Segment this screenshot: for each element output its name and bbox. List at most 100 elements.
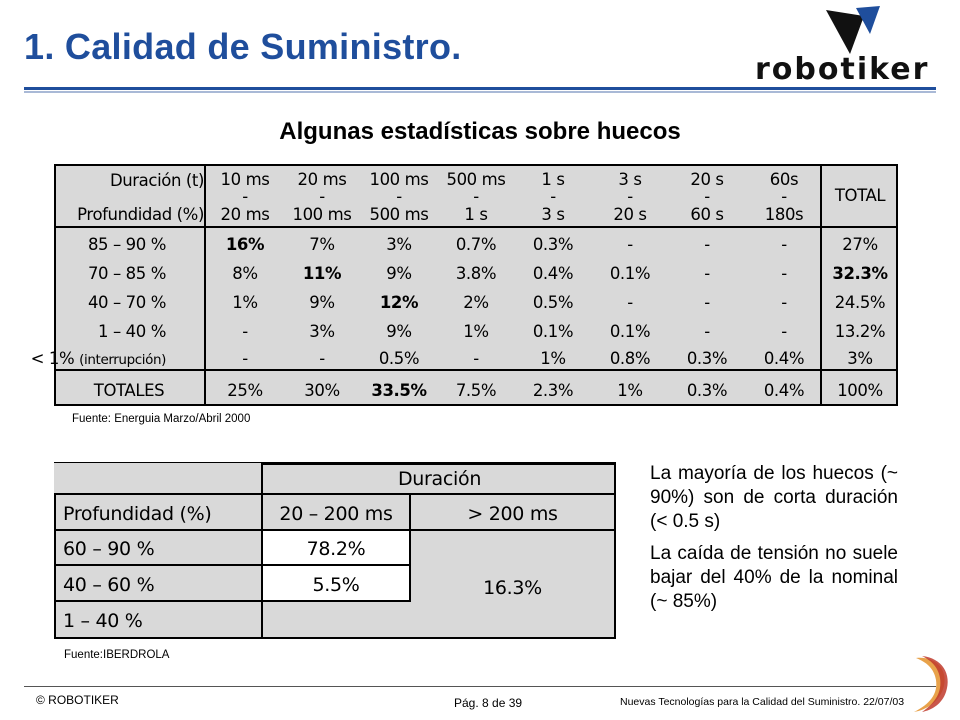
- note-paragraph: La mayoría de los huecos (~ 90%) son de …: [650, 463, 898, 532]
- table-divider: [54, 226, 898, 228]
- table-border: [614, 463, 616, 639]
- table-cell: 0.5%: [532, 293, 574, 312]
- row-label: 70 – 85 %: [87, 264, 166, 283]
- note-paragraph: La caída de tensión no suele bajar del 4…: [650, 543, 898, 612]
- table-cell: 1%: [540, 349, 566, 368]
- table-cell: 9%: [386, 322, 412, 341]
- col-sep: -: [704, 187, 710, 206]
- row-label: 1 – 40 %: [63, 610, 143, 632]
- totals-cell: 0.3%: [686, 381, 728, 400]
- table-divider: [54, 529, 616, 531]
- col-sep: -: [550, 187, 556, 206]
- table-cell: 1%: [463, 322, 489, 341]
- summary-table: Duración Profundidad (%) 20 – 200 ms > 2…: [54, 462, 616, 639]
- col-from: 500 ms: [446, 170, 506, 189]
- col-to: 1 s: [464, 205, 488, 224]
- table-cell: 3%: [309, 322, 335, 341]
- table-cell: 0.3%: [532, 235, 574, 254]
- table-cell: 9%: [309, 293, 335, 312]
- col-to: 20 s: [613, 205, 647, 224]
- col-to: 180s: [764, 205, 804, 224]
- table-cell: 3%: [386, 235, 412, 254]
- table-cell: 0.8%: [609, 349, 651, 368]
- robotiker-logo-icon: [826, 6, 880, 54]
- table-border: [54, 164, 898, 166]
- table-cell: 0.7%: [455, 235, 497, 254]
- section-subtitle: Algunas estadísticas sobre huecos: [279, 118, 681, 145]
- table-divider: [54, 564, 411, 566]
- row-label: < 1% (interrupción): [30, 349, 167, 368]
- table-border: [261, 463, 616, 465]
- table-cell: 9%: [386, 264, 412, 283]
- footer-title-date: Nuevas Tecnologías para la Calidad del S…: [620, 696, 905, 708]
- row-total: 13.2%: [834, 322, 886, 341]
- depth-header: Profundidad (%): [63, 503, 212, 525]
- table-cell: 2%: [463, 293, 489, 312]
- table-cell: 0.1%: [532, 322, 574, 341]
- table-cell: -: [781, 264, 787, 283]
- table-cell: -: [242, 349, 248, 368]
- table-divider: [54, 369, 898, 371]
- row-label-main: < 1%: [30, 349, 75, 368]
- table-cell: 1%: [232, 293, 258, 312]
- col-from: 20 s: [690, 170, 724, 189]
- duration-header: Duración: [397, 468, 482, 490]
- row-label: 60 – 90 %: [63, 538, 155, 560]
- footer-copyright: © ROBOTIKER: [36, 693, 119, 707]
- table-cell: 0.5%: [378, 349, 420, 368]
- row-total: 3%: [847, 349, 873, 368]
- col-sep: -: [242, 187, 248, 206]
- table-cell: 11%: [302, 264, 342, 283]
- table-cell: 78.2%: [306, 538, 366, 560]
- col-from: 20 ms: [297, 170, 347, 189]
- merged-cell: 16.3%: [483, 577, 542, 599]
- table-cell: 0.3%: [686, 349, 728, 368]
- table-border: [54, 164, 56, 406]
- row-label: 40 – 60 %: [63, 574, 155, 596]
- table-cell: -: [627, 293, 633, 312]
- footer-divider: [24, 686, 936, 687]
- table-border: [896, 164, 898, 406]
- table-cell: -: [704, 293, 710, 312]
- row-label: 85 – 90 %: [87, 235, 166, 254]
- highlight-cell: [262, 565, 409, 600]
- table-cell: 12%: [379, 293, 419, 312]
- table-cell: 16%: [225, 235, 265, 254]
- table-divider: [820, 164, 822, 406]
- title-underline: [24, 87, 936, 90]
- totals-label: TOTALES: [93, 381, 165, 400]
- totals-cell: 1%: [617, 381, 643, 400]
- col-sep: -: [396, 187, 402, 206]
- table-border: [54, 493, 56, 639]
- depth-header: Profundidad (%): [77, 205, 204, 224]
- totals-cell: 30%: [304, 381, 340, 400]
- col-from: 1 s: [541, 170, 565, 189]
- logo-text: robotiker: [755, 52, 930, 87]
- table-border: [54, 637, 616, 639]
- table-cell: 7%: [309, 235, 335, 254]
- col-to: 100 ms: [292, 205, 352, 224]
- totals-cell: 33.5%: [371, 381, 427, 400]
- table-border: [54, 404, 898, 406]
- totals-cell: 25%: [227, 381, 263, 400]
- col-sep: -: [319, 187, 325, 206]
- row-label-note: (interrupción): [79, 352, 166, 368]
- table-cell: -: [781, 293, 787, 312]
- table-cell: 0.4%: [532, 264, 574, 283]
- table-cell: 3.8%: [455, 264, 497, 283]
- table-divider: [409, 493, 411, 602]
- col-from: 3 s: [618, 170, 642, 189]
- page-number: Pág. 8 de 39: [454, 696, 523, 710]
- row-total: 24.5%: [834, 293, 886, 312]
- short-duration-header: 20 – 200 ms: [279, 503, 393, 525]
- col-sep: -: [473, 187, 479, 206]
- table-divider: [54, 600, 411, 602]
- col-from: 100 ms: [369, 170, 429, 189]
- table-cell: 0.1%: [609, 264, 651, 283]
- row-total: 32.3%: [832, 264, 888, 283]
- col-to: 20 ms: [220, 205, 270, 224]
- col-to: 3 s: [541, 205, 565, 224]
- col-from: 10 ms: [220, 170, 270, 189]
- notes-panel: La mayoría de los huecos (~ 90%) son de …: [650, 462, 898, 622]
- table-cell: -: [242, 322, 248, 341]
